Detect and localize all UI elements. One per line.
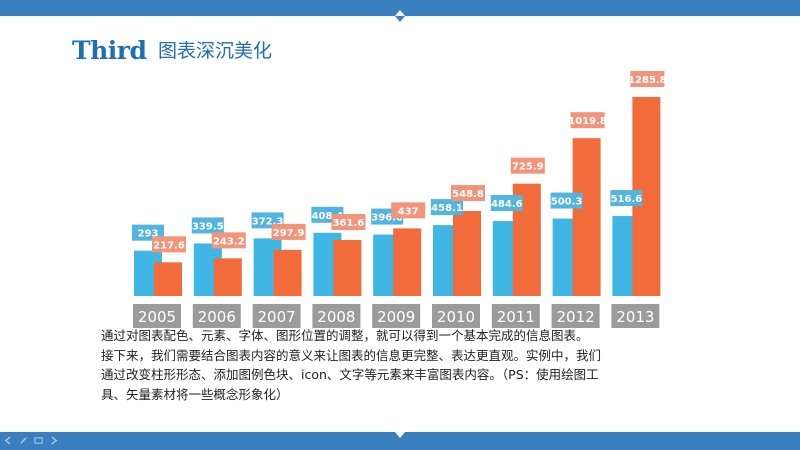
value-label-box-b	[630, 71, 665, 87]
bar-series-b	[213, 258, 242, 296]
value-label-box-a	[550, 192, 583, 209]
year-box	[252, 304, 301, 328]
year-box	[372, 304, 421, 328]
value-label-b: 1285.8	[628, 75, 667, 86]
caption-line: 接下来，我们需要结合图表内容的意义来让图表的信息更完整、表达更直观。实例中，我们	[101, 347, 602, 363]
menu-icon[interactable]	[34, 436, 43, 445]
top-notch	[395, 16, 405, 22]
year-tick-label: 2010	[437, 308, 475, 326]
value-label-b: 437	[398, 206, 419, 217]
value-label-a: 396.8	[371, 213, 403, 224]
value-label-a: 484.6	[491, 199, 523, 210]
previous-slide-icon[interactable]	[4, 436, 13, 445]
year-box	[551, 304, 600, 328]
year-box	[491, 304, 540, 328]
top-banner	[0, 0, 800, 16]
year-tick-label: 2005	[138, 308, 176, 326]
bottom-banner	[0, 432, 800, 450]
value-label-box-a	[191, 217, 224, 234]
value-label-box-b	[331, 214, 366, 231]
value-label-a: 408.4	[312, 211, 344, 222]
value-label-b: 548.8	[452, 189, 484, 200]
next-slide-icon[interactable]	[49, 436, 58, 445]
year-box	[133, 304, 181, 328]
pen-icon[interactable]	[19, 436, 28, 445]
caption-line: 通过改变柱形形态、添加图例色块、icon、文字等元素来丰富图表内容。（PS：使用…	[101, 367, 599, 382]
slide-title-english: Third	[72, 36, 147, 65]
value-label-box-b	[391, 202, 426, 219]
caption-line: 具、矢量素材将一些概念形象化）	[101, 386, 289, 402]
value-label-a: 372.3	[252, 216, 284, 227]
value-label-a: 458.1	[431, 203, 463, 214]
value-label-box-b	[271, 223, 306, 240]
value-label-b: 725.9	[512, 162, 544, 173]
year-box	[611, 304, 660, 328]
value-label-b: 297.9	[273, 228, 305, 239]
value-label-b: 243.2	[213, 236, 245, 247]
value-label-box-a	[610, 190, 643, 207]
value-label-b: 361.6	[333, 218, 365, 229]
year-tick-label: 2008	[317, 308, 355, 326]
caption-text: 通过对图表配色、元素、字体、图形位置的调整，就可以得到一个基本完成的信息图表。 …	[101, 326, 721, 404]
year-tick-label: 2011	[497, 308, 535, 326]
slide-title-chinese: 图表深沉美化	[158, 40, 273, 62]
top-notch-cutout	[395, 10, 405, 16]
bar-series-b	[154, 262, 182, 296]
year-box	[312, 304, 361, 328]
value-label-box-b	[451, 185, 485, 202]
value-label-box-b	[211, 232, 246, 249]
slideshow-toolbar	[4, 436, 58, 445]
value-label-box-a	[431, 199, 463, 216]
bar-series-b	[273, 249, 302, 296]
value-label-b: 1019.8	[568, 116, 607, 127]
value-label-a: 293	[138, 229, 159, 240]
value-label-a: 516.6	[611, 194, 643, 205]
value-label-box-b	[570, 112, 605, 129]
year-tick-label: 2009	[377, 308, 415, 326]
bottom-notch	[395, 432, 405, 438]
year-tick-label: 2012	[557, 308, 595, 326]
value-label-a: 339.5	[192, 221, 224, 232]
year-box	[432, 304, 480, 328]
year-tick-label: 2013	[616, 308, 654, 326]
value-label-box-b	[510, 157, 545, 174]
caption-line: 通过对图表配色、元素、字体、图形位置的调整，就可以得到一个基本完成的信息图表。	[101, 328, 589, 343]
year-tick-label: 2006	[198, 308, 236, 326]
year-box	[192, 304, 241, 328]
bar-series-b	[393, 228, 422, 296]
bar-series-b	[572, 138, 601, 296]
value-label-a: 500.3	[551, 197, 583, 208]
value-label-b: 217.6	[153, 240, 185, 251]
value-label-box-a	[490, 194, 523, 211]
value-label-box-b	[152, 236, 186, 253]
bar-series-b	[333, 240, 362, 296]
bar-series-b	[453, 211, 481, 296]
year-tick-label: 2007	[258, 308, 296, 326]
